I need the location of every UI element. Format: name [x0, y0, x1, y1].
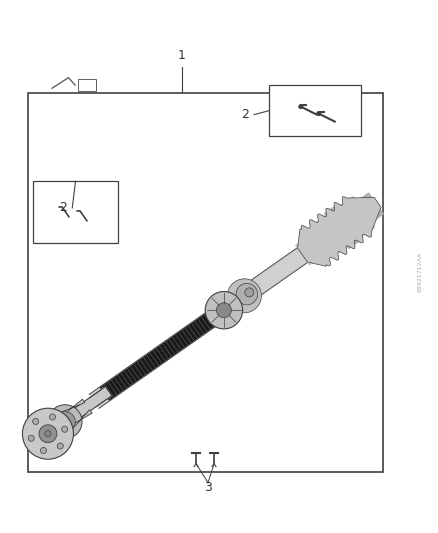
- Circle shape: [298, 104, 303, 109]
- Polygon shape: [89, 200, 376, 408]
- Circle shape: [57, 443, 63, 449]
- Circle shape: [45, 431, 51, 437]
- Circle shape: [227, 279, 261, 313]
- Circle shape: [215, 304, 229, 318]
- Bar: [33, 181, 118, 243]
- Circle shape: [245, 288, 254, 297]
- Polygon shape: [296, 238, 320, 265]
- Polygon shape: [89, 390, 107, 407]
- Bar: [78, 78, 95, 91]
- Circle shape: [228, 288, 251, 310]
- Circle shape: [33, 418, 39, 424]
- Polygon shape: [45, 399, 85, 426]
- Bar: [28, 93, 383, 472]
- Circle shape: [236, 284, 258, 305]
- Circle shape: [62, 426, 68, 432]
- Bar: [269, 85, 361, 136]
- Circle shape: [39, 425, 57, 442]
- Polygon shape: [56, 410, 92, 442]
- Circle shape: [316, 111, 321, 116]
- Polygon shape: [339, 197, 375, 237]
- Circle shape: [48, 405, 82, 439]
- Polygon shape: [233, 248, 307, 308]
- Circle shape: [49, 414, 56, 420]
- Polygon shape: [357, 193, 383, 222]
- Polygon shape: [297, 197, 381, 266]
- Text: 3: 3: [204, 481, 212, 494]
- Polygon shape: [57, 415, 73, 429]
- Circle shape: [205, 292, 243, 329]
- Circle shape: [55, 411, 75, 432]
- Polygon shape: [325, 204, 363, 248]
- Polygon shape: [304, 228, 332, 260]
- Polygon shape: [100, 309, 222, 401]
- Text: 68421712AA: 68421712AA: [418, 252, 423, 292]
- Circle shape: [208, 297, 237, 326]
- Circle shape: [40, 447, 46, 454]
- Text: 2: 2: [241, 108, 249, 121]
- Text: 2: 2: [60, 201, 67, 214]
- Circle shape: [22, 408, 74, 459]
- Circle shape: [28, 435, 34, 441]
- Polygon shape: [67, 387, 111, 423]
- Circle shape: [216, 303, 231, 318]
- Polygon shape: [312, 216, 347, 256]
- Text: 1: 1: [178, 50, 186, 62]
